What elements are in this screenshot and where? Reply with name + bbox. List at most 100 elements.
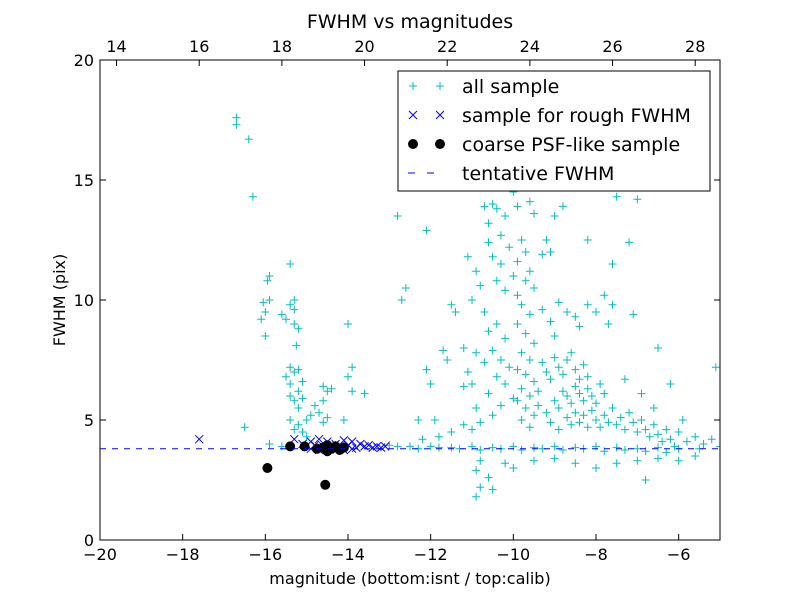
chart-title: FWHM vs magnitudes (307, 11, 513, 33)
all-sample-point (265, 272, 274, 280)
all-sample-point (286, 300, 295, 309)
all-sample-point (542, 368, 551, 376)
all-sample-point (434, 432, 443, 441)
all-sample-point (344, 320, 352, 328)
all-sample-point (563, 356, 572, 364)
x-tick-label: −6 (667, 545, 691, 564)
all-sample-point (579, 396, 588, 405)
all-sample-point (670, 442, 679, 451)
all-sample-point (430, 416, 439, 424)
all-sample-point (447, 443, 456, 452)
all-sample-point (530, 456, 538, 465)
all-sample-point (406, 442, 414, 451)
all-sample-point (666, 380, 675, 388)
all-sample-point (521, 404, 530, 412)
all-sample-point (484, 389, 493, 398)
all-sample-point (604, 320, 613, 328)
all-sample-point (571, 312, 580, 321)
all-sample-point (496, 356, 505, 364)
coarse-psf-point (320, 479, 331, 490)
legend-label-all-sample: all sample (462, 76, 559, 98)
all-sample-point (517, 348, 526, 357)
all-sample-point (294, 420, 303, 429)
all-sample-point (550, 212, 559, 220)
all-sample-point (608, 260, 617, 268)
all-sample-point (691, 452, 700, 460)
all-sample-point (645, 432, 654, 441)
top-tick-label: 28 (685, 37, 705, 56)
all-sample-point (678, 416, 687, 424)
all-sample-point (306, 411, 315, 420)
all-sample-point (550, 442, 559, 451)
all-sample-point (575, 322, 584, 331)
all-sample-point (554, 404, 563, 412)
all-sample-point (612, 420, 621, 429)
coarse-psf-point (262, 463, 273, 473)
all-sample-point (567, 399, 576, 408)
all-sample-point (554, 298, 563, 307)
all-sample-point (476, 418, 485, 427)
all-sample-point (426, 442, 435, 451)
all-sample-point (600, 291, 609, 300)
all-sample-point (575, 375, 584, 384)
all-sample-point (612, 192, 621, 201)
all-sample-point (525, 197, 534, 206)
all-sample-point (620, 446, 629, 454)
all-sample-point (629, 418, 638, 427)
all-sample-point (484, 473, 493, 482)
all-sample-point (571, 408, 580, 417)
all-sample-point (290, 320, 299, 328)
all-sample-point (592, 416, 600, 424)
legend-marker-all-sample (409, 82, 417, 90)
all-sample-point (505, 363, 514, 372)
all-sample-point (472, 267, 481, 276)
all-sample-point (517, 416, 526, 424)
all-sample-point (658, 437, 667, 446)
all-sample-point (397, 296, 406, 304)
legend-marker-rough-fwhm (435, 110, 445, 120)
all-sample-point (530, 377, 538, 386)
coarse-psf-point (322, 446, 333, 457)
all-sample-point (521, 370, 530, 379)
all-sample-point (608, 404, 617, 412)
all-sample-point (282, 372, 290, 381)
all-sample-point (447, 428, 456, 436)
all-sample-point (476, 483, 485, 492)
all-sample-point (240, 423, 249, 432)
all-sample-point (662, 425, 671, 434)
all-sample-point (315, 408, 324, 417)
all-sample-point (592, 308, 600, 316)
all-sample-point (691, 432, 700, 441)
all-sample-point (468, 380, 476, 388)
all-sample-point (286, 363, 295, 372)
all-sample-point (571, 459, 580, 468)
all-sample-point (546, 248, 555, 256)
all-sample-point (579, 360, 588, 369)
all-sample-point (509, 272, 518, 280)
all-sample-point (422, 226, 431, 235)
all-sample-point (443, 356, 452, 364)
legend-marker-all-sample (436, 82, 444, 90)
all-sample-point (525, 267, 534, 276)
all-sample-point (290, 305, 299, 314)
all-sample-point (716, 442, 720, 451)
all-sample-point (517, 446, 526, 454)
all-sample-point (265, 440, 274, 448)
y-tick-label: 15 (74, 171, 94, 190)
all-sample-point (641, 476, 650, 484)
rough-fwhm-point (194, 434, 204, 444)
all-sample-point (323, 413, 332, 422)
legend-label-tentative-fwhm: tentative FWHM (462, 163, 614, 185)
all-sample-point (550, 396, 559, 405)
all-sample-point (286, 260, 295, 268)
all-sample-point (290, 296, 299, 304)
all-sample-point (530, 443, 538, 452)
all-sample-point (682, 437, 691, 446)
all-sample-point (654, 443, 662, 452)
all-sample-point (637, 389, 646, 398)
all-sample-point (476, 456, 485, 465)
all-sample-point (447, 300, 456, 309)
all-sample-point (567, 348, 576, 357)
all-sample-point (298, 377, 307, 386)
